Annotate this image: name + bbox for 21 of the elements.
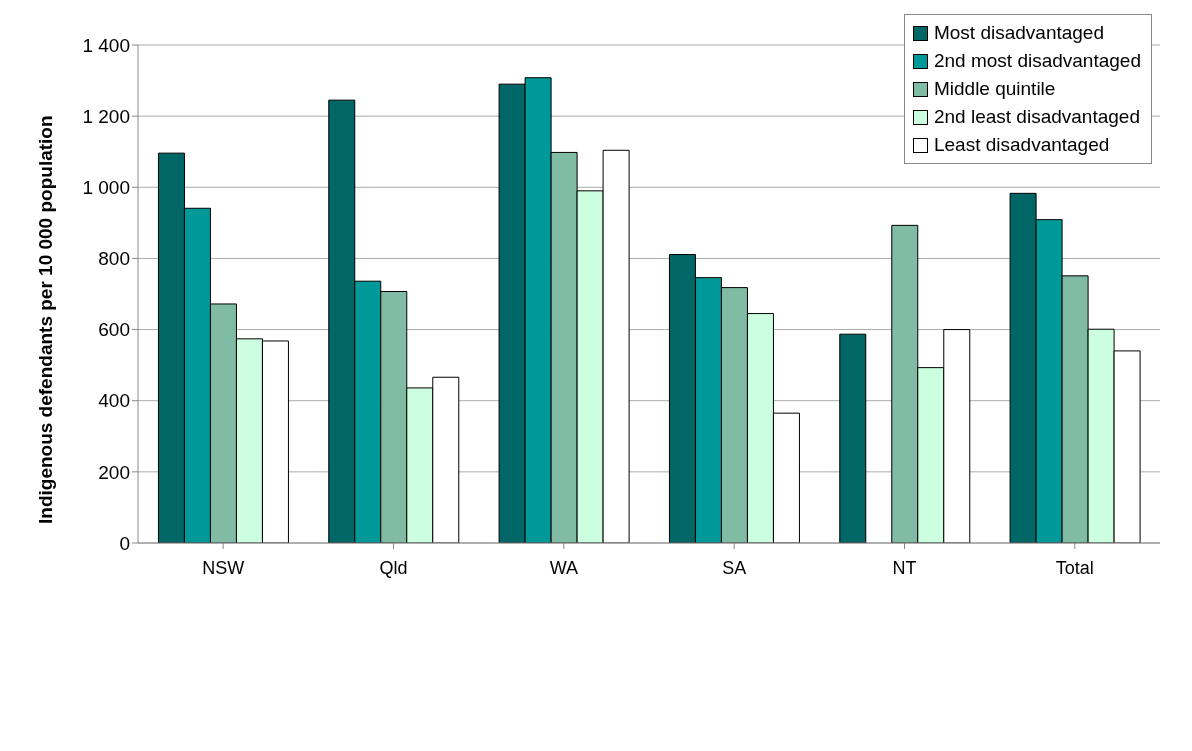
x-tick-label: SA	[722, 557, 747, 578]
y-tick-label: 400	[98, 390, 130, 412]
y-tick-label: 0	[119, 532, 130, 554]
bar	[839, 333, 867, 543]
y-tick-label: 800	[98, 248, 130, 270]
x-tick-label: WA	[549, 557, 578, 578]
y-tick-label: 1 400	[82, 34, 130, 56]
legend-label: 2nd most disadvantaged	[933, 50, 1141, 72]
x-tick-label: Total	[1055, 557, 1094, 578]
x-tick-label: NSW	[202, 557, 245, 578]
y-tick-label: 1 000	[82, 177, 130, 199]
legend-label: Least disadvantaged	[933, 134, 1110, 156]
x-tick-label: NT	[892, 557, 917, 578]
y-tick-label: 600	[98, 319, 130, 341]
legend-label: Middle quintile	[933, 78, 1056, 100]
legend-label: Most disadvantaged	[933, 22, 1105, 44]
y-tick-label: 1 200	[82, 105, 130, 127]
x-tick-label: Qld	[379, 557, 408, 578]
legend-label: 2nd least disadvantaged	[933, 106, 1140, 128]
y-tick-label: 200	[98, 461, 130, 483]
y-axis-title: Indigenous defendants per 10 000 population	[34, 115, 56, 524]
